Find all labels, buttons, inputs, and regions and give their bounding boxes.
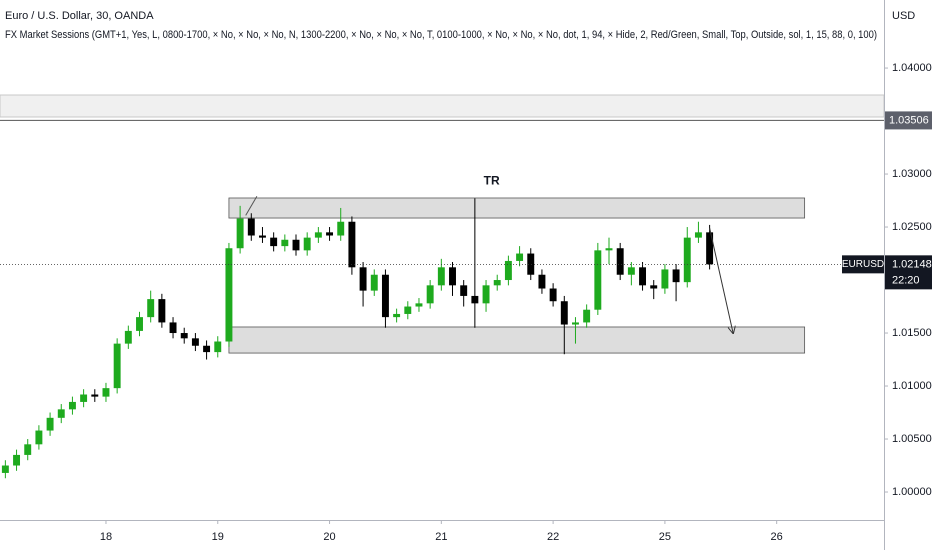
x-tick-label: 18 [100, 531, 112, 543]
last-price-label: 1.02148 [892, 258, 932, 270]
candle-body [1, 465, 9, 473]
candle-body [191, 338, 199, 346]
price-line-tag [885, 111, 932, 130]
candle-body [203, 345, 211, 353]
candle-body [516, 253, 524, 261]
candle-body [471, 295, 479, 304]
candle-body [314, 232, 322, 238]
candle-body [672, 269, 680, 283]
candle-body [270, 237, 278, 247]
y-tick-label: 1.02500 [892, 221, 932, 233]
candle-body [24, 444, 32, 455]
x-tick-label: 25 [659, 531, 671, 543]
arrow [709, 227, 733, 333]
candle-body [281, 239, 289, 247]
candle-body [180, 333, 188, 339]
candle-body [303, 237, 311, 251]
range-box [228, 197, 806, 219]
candle-body [449, 267, 456, 286]
x-tick-label: 22 [547, 531, 559, 543]
candle-body [124, 330, 132, 344]
x-tick-label: 19 [212, 531, 224, 543]
annotation-label: TR [484, 174, 500, 188]
symbol-tag [842, 255, 884, 274]
candle-body [13, 454, 21, 466]
candle-body [359, 267, 367, 291]
indicator-legend: FX Market Sessions (GMT+1, Yes, L, 0800-… [5, 29, 877, 41]
candle-body [639, 267, 647, 286]
candle-body [35, 430, 43, 445]
candle-body [337, 221, 345, 236]
candle-body [381, 274, 389, 318]
last-price-tag [885, 255, 932, 290]
candle-body [482, 285, 490, 304]
price-line-label: 1.03506 [889, 114, 929, 126]
candle-body [326, 232, 334, 236]
candle-body [292, 239, 300, 251]
candle-body [348, 221, 356, 268]
candle-body [214, 341, 222, 353]
plot-area: TR [0, 119, 884, 479]
candle-body [225, 248, 233, 342]
candle-body [627, 267, 635, 275]
candle-body [493, 280, 501, 286]
candle-body [583, 309, 591, 323]
candle-body [661, 269, 669, 289]
candle-body [605, 248, 613, 251]
candle-body [91, 394, 99, 397]
candle-body [415, 303, 423, 307]
candle-body [102, 388, 110, 397]
currency-label: USD [892, 10, 915, 22]
candle-body [549, 288, 557, 302]
candle-body [80, 394, 88, 402]
candle-body [594, 250, 602, 310]
candle-body [683, 237, 691, 283]
x-tick-label: 20 [323, 531, 335, 543]
candle-body [46, 417, 54, 431]
chart-title: Euro / U.S. Dollar, 30, OANDA [5, 10, 154, 22]
y-tick-label: 1.00000 [892, 486, 932, 498]
y-tick-label: 1.04000 [892, 62, 932, 74]
candle-body [706, 232, 714, 265]
y-tick-label: 1.00500 [892, 433, 932, 445]
candle-body [158, 299, 166, 323]
candle-body [538, 274, 546, 289]
countdown-label: 22:20 [892, 274, 920, 286]
candle-body [560, 301, 568, 325]
candle-body [259, 235, 266, 238]
candle-body [694, 232, 702, 238]
candle-body [393, 313, 401, 318]
candle-body [527, 253, 535, 275]
y-tick-label: 1.01500 [892, 327, 932, 339]
candle-body [426, 285, 434, 304]
candle-body [437, 267, 445, 286]
candle-body [169, 322, 177, 334]
candle-body [247, 218, 255, 236]
x-tick-label: 21 [435, 531, 447, 543]
candle-body [370, 274, 378, 291]
trend-line [245, 196, 258, 216]
candle-body [504, 260, 512, 281]
candle-body [57, 409, 65, 418]
candle-body [572, 322, 579, 325]
candle-body [147, 299, 155, 318]
symbol-label: EURUSD [842, 259, 884, 270]
candle-body [404, 306, 412, 314]
candle-body [68, 401, 76, 410]
candle-body [616, 248, 624, 275]
candle-body [460, 285, 468, 296]
candle-body [113, 343, 121, 389]
candle-body [136, 317, 143, 331]
candle-body [650, 285, 658, 289]
session-strip [0, 94, 885, 118]
y-tick-label: 1.01000 [892, 380, 932, 392]
range-box [228, 326, 806, 354]
y-tick-label: 1.03000 [892, 168, 932, 180]
candle-body [236, 218, 244, 249]
x-tick-label: 26 [771, 531, 783, 543]
